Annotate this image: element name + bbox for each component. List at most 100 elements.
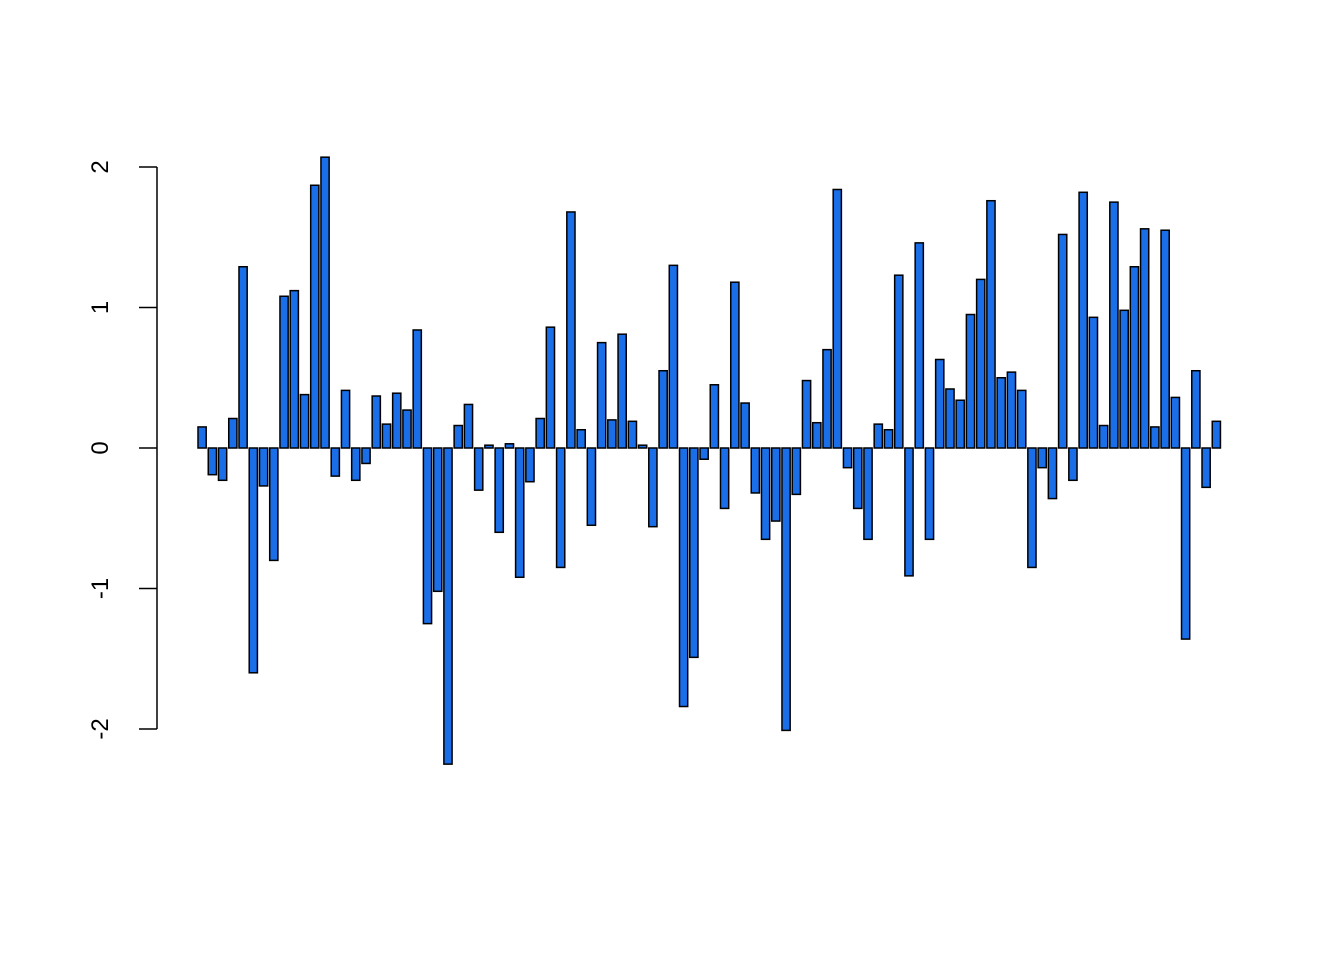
bar-27 [463,403,474,449]
bar-62 [822,348,832,449]
bar-13 [320,156,330,449]
bar-59 [791,447,802,496]
bar-94 [1150,426,1160,449]
bar-98 [1191,369,1201,449]
bar-8 [268,447,279,562]
bar-40 [596,341,607,449]
bar-9 [279,295,289,449]
bar-93 [1139,228,1150,449]
y-tick-label-0: -2 [87,718,114,739]
bars-group [197,156,1222,765]
bar-74 [945,388,955,449]
bar-66 [863,447,873,541]
bar-61 [811,421,822,449]
bar-73 [934,358,945,449]
bar-36 [555,447,566,569]
bar-100 [1211,420,1222,449]
bar-65 [852,447,863,510]
bar-83 [1037,447,1048,469]
bar-75 [955,399,966,449]
bar-92 [1129,266,1140,449]
bar-71 [914,242,925,449]
bar-11 [299,393,310,449]
bar-53 [729,281,740,449]
bar-56 [760,447,771,541]
bar-44 [637,444,648,449]
bar-35 [545,326,556,449]
bar-10 [289,289,300,449]
bar-87 [1078,191,1089,449]
bar-60 [801,379,812,449]
bar-33 [525,447,535,483]
bar-32 [514,447,525,579]
bar-77 [975,278,986,449]
bar-2 [207,447,218,476]
bar-21 [402,409,412,449]
bar-89 [1098,424,1109,449]
bar-54 [740,402,750,449]
bar-39 [586,447,597,527]
bar-78 [986,199,996,449]
bar-55 [750,447,761,494]
bar-47 [668,264,679,449]
bar-67 [873,423,884,449]
bar-42 [617,333,627,449]
bar-64 [842,447,853,469]
bar-80 [1006,371,1017,449]
bar-43 [627,420,638,449]
bar-4 [227,417,238,449]
bar-99 [1201,447,1211,489]
y-tick-label-2: 0 [87,441,114,454]
bar-57 [770,447,781,522]
bar-1 [197,426,207,449]
bar-20 [391,392,402,449]
y-tick-label-3: 1 [87,301,114,314]
bar-22 [412,329,423,449]
y-tick-label-4: 2 [87,160,114,173]
bar-91 [1119,309,1130,449]
bar-72 [924,447,935,541]
bar-24 [432,447,443,593]
bar-45 [648,447,658,528]
bar-76 [965,313,976,449]
bar-88 [1088,316,1099,449]
bar-28 [473,447,484,491]
bar-82 [1027,447,1037,569]
bar-34 [535,417,546,449]
bar-49 [689,447,699,659]
bar-7 [258,447,269,487]
bar-14 [330,447,341,477]
bar-23 [422,447,433,625]
bar-12 [309,184,320,449]
bar-30 [494,447,505,534]
bar-15 [340,389,351,449]
bar-37 [566,211,576,449]
bar-17 [361,447,371,465]
bar-38 [576,428,587,449]
bar-19 [381,423,392,449]
bar-31 [504,443,515,449]
bar-41 [607,419,617,449]
y-axis: -2 -1 0 1 2 [87,160,158,740]
bar-50 [699,447,709,460]
bar-29 [484,444,494,449]
bar-6 [248,447,259,674]
bar-16 [350,447,361,482]
bar-46 [658,369,668,449]
bar-3 [217,447,228,482]
bar-85 [1057,233,1068,449]
bar-96 [1170,396,1181,449]
bar-95 [1160,229,1170,449]
bar-86 [1068,447,1078,482]
bar-18 [371,395,382,449]
bar-51 [709,384,720,449]
bar-63 [832,188,843,449]
bar-79 [996,377,1007,449]
bar-25 [443,447,453,765]
bar-69 [893,274,904,449]
bar-26 [453,424,464,449]
bar-90 [1109,201,1119,449]
bar-48 [678,447,689,708]
bar-84 [1047,447,1058,500]
